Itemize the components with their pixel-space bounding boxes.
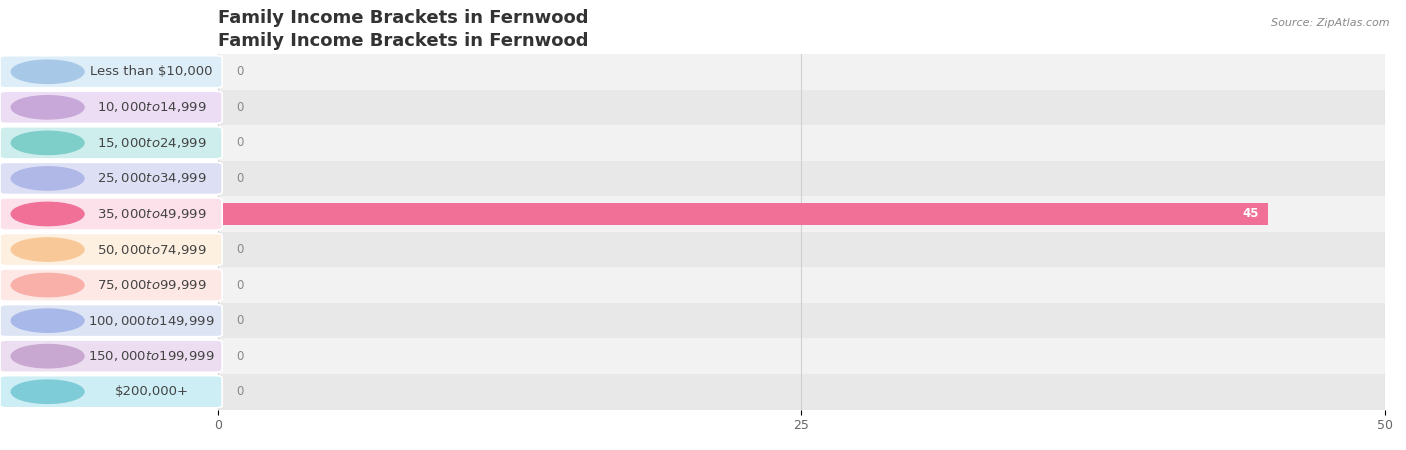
- Text: Family Income Brackets in Fernwood: Family Income Brackets in Fernwood: [218, 32, 589, 50]
- Text: $100,000 to $149,999: $100,000 to $149,999: [89, 314, 215, 328]
- Bar: [218, 161, 1385, 196]
- Text: 0: 0: [236, 279, 245, 292]
- Text: 0: 0: [236, 65, 245, 78]
- Text: $10,000 to $14,999: $10,000 to $14,999: [97, 100, 207, 114]
- Text: 0: 0: [236, 101, 245, 114]
- Bar: [218, 125, 1385, 161]
- Text: $15,000 to $24,999: $15,000 to $24,999: [97, 136, 207, 150]
- Bar: [218, 203, 1268, 225]
- Text: $200,000+: $200,000+: [115, 385, 188, 398]
- Text: 45: 45: [1243, 207, 1258, 220]
- Bar: [218, 338, 1385, 374]
- Text: Family Income Brackets in Fernwood: Family Income Brackets in Fernwood: [218, 9, 589, 27]
- Text: 0: 0: [236, 314, 245, 327]
- Text: Source: ZipAtlas.com: Source: ZipAtlas.com: [1271, 18, 1389, 28]
- Text: $150,000 to $199,999: $150,000 to $199,999: [89, 349, 215, 363]
- Bar: [218, 232, 1385, 267]
- Bar: [218, 196, 1385, 232]
- Text: 0: 0: [236, 172, 245, 185]
- Text: 0: 0: [236, 385, 245, 398]
- Text: $35,000 to $49,999: $35,000 to $49,999: [97, 207, 207, 221]
- Bar: [218, 303, 1385, 338]
- Bar: [218, 90, 1385, 125]
- Text: 0: 0: [236, 136, 245, 149]
- Text: $50,000 to $74,999: $50,000 to $74,999: [97, 243, 207, 256]
- Text: 0: 0: [236, 243, 245, 256]
- Bar: [218, 54, 1385, 90]
- Text: $75,000 to $99,999: $75,000 to $99,999: [97, 278, 207, 292]
- Text: Less than $10,000: Less than $10,000: [90, 65, 212, 78]
- Bar: [218, 267, 1385, 303]
- Text: 0: 0: [236, 350, 245, 363]
- Text: $25,000 to $34,999: $25,000 to $34,999: [97, 171, 207, 185]
- Bar: [218, 374, 1385, 410]
